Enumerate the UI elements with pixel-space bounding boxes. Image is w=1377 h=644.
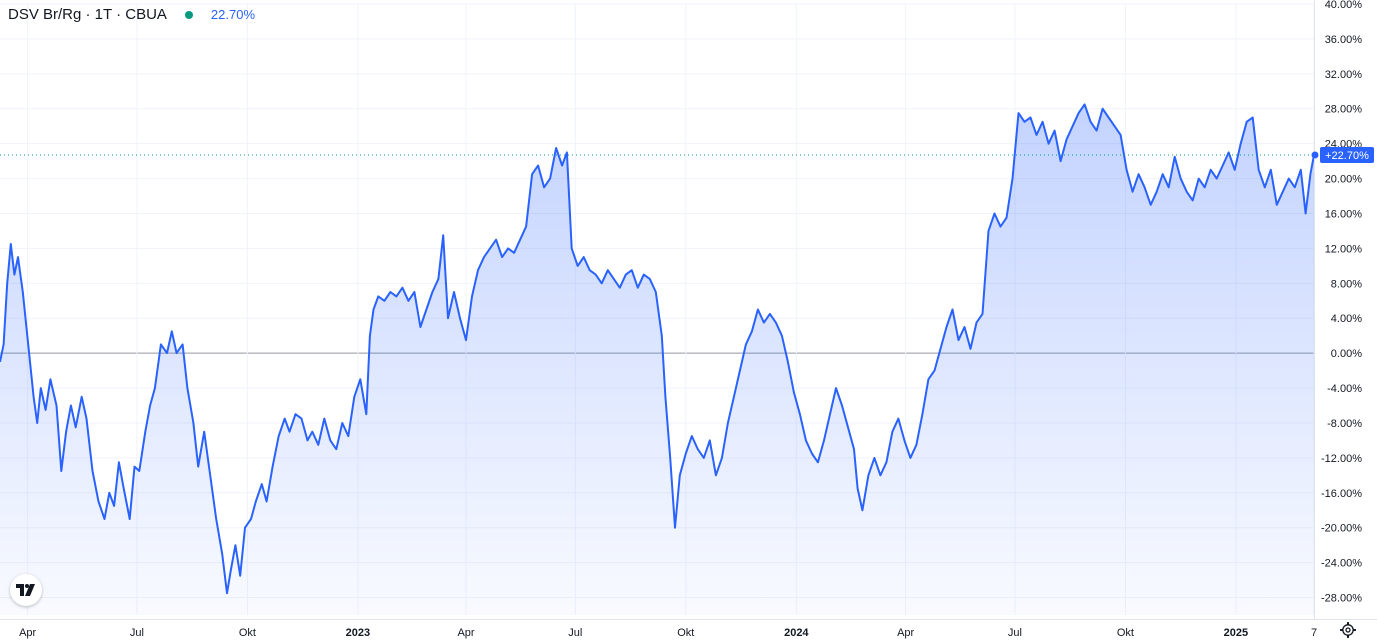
y-tick-label: -20.00% bbox=[1321, 523, 1362, 535]
tradingview-logo-icon[interactable] bbox=[10, 574, 42, 606]
series-line[interactable] bbox=[0, 103, 1315, 595]
y-tick-label: 16.00% bbox=[1325, 208, 1363, 220]
x-tick-label: Jul bbox=[130, 627, 144, 639]
x-tick-label: 2025 bbox=[1224, 627, 1248, 639]
x-tick-label: 2024 bbox=[784, 627, 809, 639]
chart-header: DSV Br/Rg · 1T · CBUA 22.70% bbox=[8, 6, 255, 23]
x-tick-label: 7 bbox=[1311, 627, 1317, 639]
y-tick-label: 32.00% bbox=[1325, 69, 1363, 81]
y-tick-label: 40.00% bbox=[1325, 0, 1363, 11]
y-tick-label: 8.00% bbox=[1331, 278, 1362, 290]
y-tick-label: -16.00% bbox=[1321, 488, 1362, 500]
symbol-title[interactable]: DSV Br/Rg · 1T · CBUA bbox=[8, 6, 167, 23]
change-value: 22.70% bbox=[210, 7, 256, 22]
series-area bbox=[0, 104, 1314, 616]
x-tick-label: Okt bbox=[239, 627, 256, 639]
market-status-dot bbox=[184, 10, 193, 19]
gear-icon[interactable] bbox=[1339, 621, 1357, 643]
x-tick-label: Apr bbox=[19, 627, 36, 639]
x-tick-label: Okt bbox=[677, 627, 694, 639]
x-tick-label: Apr bbox=[897, 627, 914, 639]
y-tick-label: 20.00% bbox=[1325, 174, 1363, 186]
x-tick-label: Okt bbox=[1117, 627, 1134, 639]
y-tick-label: -28.00% bbox=[1321, 593, 1362, 605]
y-tick-label: -24.00% bbox=[1321, 558, 1362, 570]
y-tick-label: -12.00% bbox=[1321, 453, 1362, 465]
y-tick-label: 28.00% bbox=[1325, 104, 1363, 116]
y-tick-label: -4.00% bbox=[1327, 383, 1362, 395]
last-value-badge bbox=[1320, 147, 1374, 164]
x-tick-label: Jul bbox=[1008, 627, 1022, 639]
y-tick-label: 36.00% bbox=[1325, 34, 1363, 46]
y-tick-label: 0.00% bbox=[1331, 348, 1362, 360]
x-tick-label: 2023 bbox=[346, 627, 370, 639]
x-tick-label: Apr bbox=[457, 627, 474, 639]
y-tick-label: 12.00% bbox=[1325, 243, 1363, 255]
y-tick-label: 4.00% bbox=[1331, 313, 1362, 325]
y-tick-label: -8.00% bbox=[1327, 418, 1362, 430]
last-value-label: +22.70% bbox=[1325, 150, 1369, 162]
x-tick-label: Jul bbox=[568, 627, 582, 639]
last-value-marker bbox=[1311, 151, 1319, 159]
